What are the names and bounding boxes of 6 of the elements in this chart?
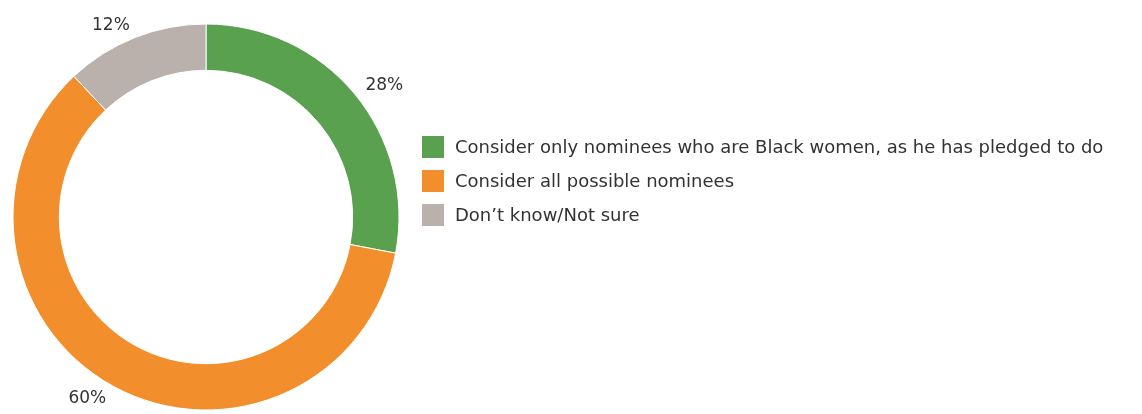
legend-label: Consider only nominees who are Black women, as he has pledged to do <box>455 136 1104 157</box>
legend-label: Don’t know/Not sure <box>455 204 640 225</box>
data-label: 12% <box>92 13 130 34</box>
legend-label: Consider all possible nominees <box>455 170 735 191</box>
data-label: 60% <box>68 387 107 408</box>
data-label: 28% <box>365 74 404 95</box>
